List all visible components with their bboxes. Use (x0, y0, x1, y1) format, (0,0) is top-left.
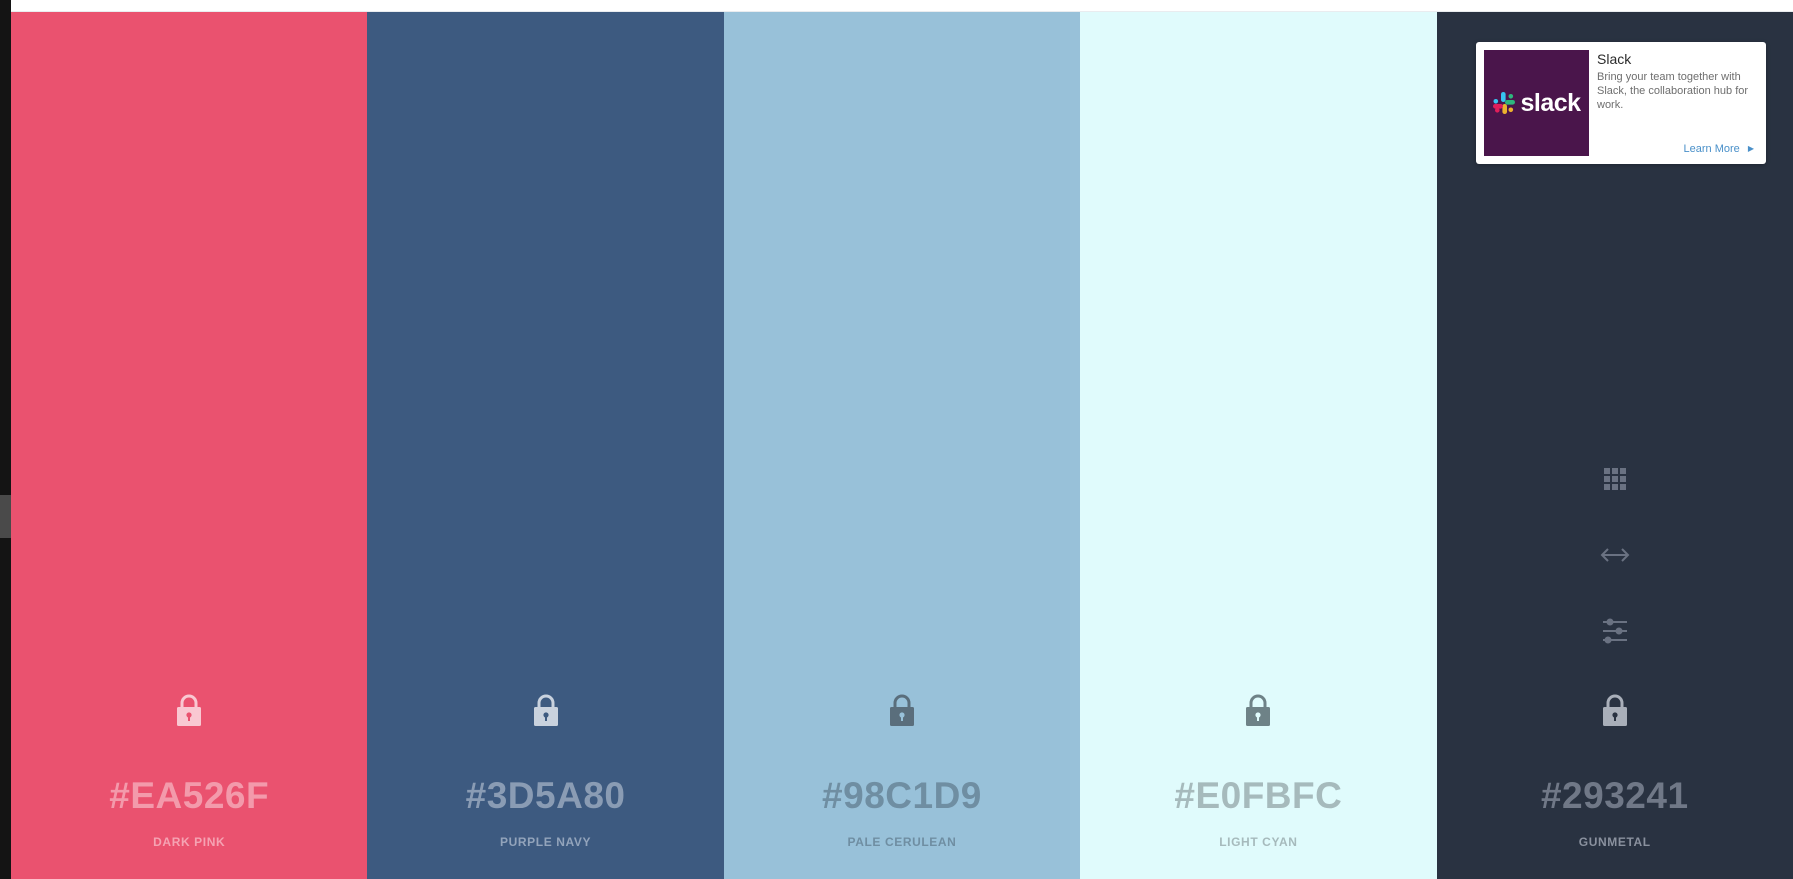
ad-cta-label: Learn More (1683, 143, 1740, 155)
color-hex-code[interactable]: #98C1D9 (822, 775, 982, 816)
ad-learn-more-link[interactable]: Learn More ▶ (1684, 143, 1754, 155)
color-name[interactable]: DARK PINK (153, 835, 226, 849)
lock-icon[interactable] (175, 693, 203, 727)
side-tab[interactable] (0, 495, 11, 538)
color-name[interactable]: PALE CERULEAN (847, 835, 957, 849)
adjust-sliders-icon[interactable] (1598, 613, 1632, 649)
lock-icon[interactable] (532, 693, 560, 727)
swatch-tools (1598, 461, 1632, 649)
slack-ad-card[interactable]: slack Slack Bring your team together wit… (1476, 42, 1766, 164)
color-name[interactable]: LIGHT CYAN (1219, 835, 1298, 849)
top-bar (11, 0, 1793, 12)
lock-icon[interactable] (888, 693, 916, 727)
expand-width-icon[interactable] (1598, 537, 1632, 573)
color-hex-code[interactable]: #293241 (1540, 775, 1689, 816)
color-swatch[interactable]: #98C1D9 PALE CERULEAN (723, 12, 1081, 879)
color-swatch[interactable]: #3D5A80 PURPLE NAVY (367, 12, 724, 879)
slack-logo-icon (1493, 92, 1516, 114)
ad-title[interactable]: Slack (1597, 51, 1632, 67)
color-name[interactable]: GUNMETAL (1578, 835, 1651, 849)
ad-image-wordmark: slack (1520, 88, 1581, 117)
color-hex-code[interactable]: #E0FBFC (1174, 775, 1343, 816)
ad-image[interactable]: slack (1484, 50, 1589, 156)
color-swatch[interactable]: #E0FBFC LIGHT CYAN (1080, 12, 1437, 879)
view-grid-icon[interactable] (1598, 461, 1632, 497)
ad-description: Bring your team together with Slack, the… (1597, 71, 1749, 111)
color-hex-code[interactable]: #EA526F (109, 775, 270, 816)
lock-icon[interactable] (1244, 693, 1272, 727)
color-name[interactable]: PURPLE NAVY (500, 835, 592, 849)
color-swatch[interactable]: #EA526F DARK PINK (11, 12, 368, 879)
caret-right-icon: ▶ (1747, 144, 1754, 153)
window-left-edge (0, 0, 11, 879)
color-hex-code[interactable]: #3D5A80 (465, 775, 626, 816)
lock-icon[interactable] (1601, 693, 1629, 727)
